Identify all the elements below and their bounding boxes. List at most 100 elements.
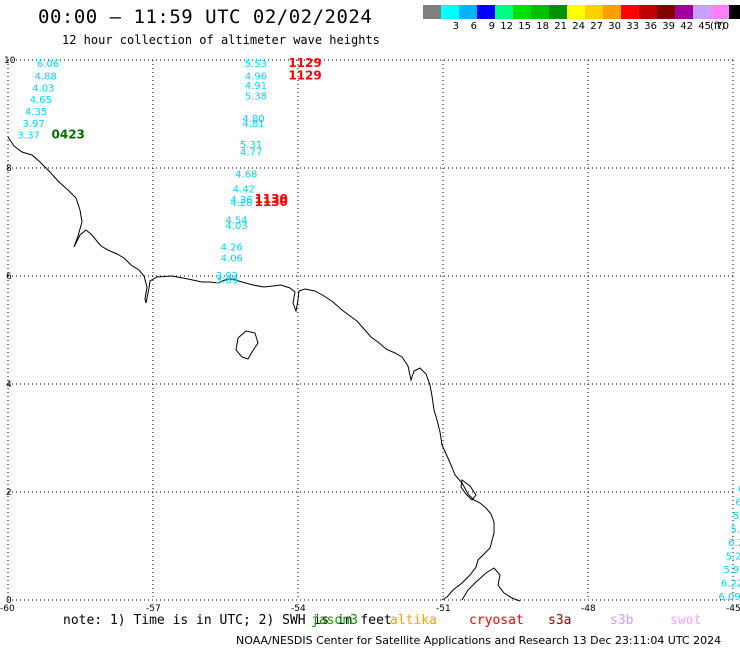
legend-swatch (711, 5, 729, 19)
wave-height-value: 6.4 (738, 484, 740, 495)
legend-label: 24 (572, 21, 585, 32)
wave-height-value: 5.53 (245, 59, 267, 70)
wave-height-value: 4.03 (226, 221, 248, 232)
pass-time-label: 1129 (288, 56, 321, 70)
observations: 6.064.884.034.654.353.973.375.534.964.91… (18, 59, 740, 603)
legend-label: 45 (698, 21, 711, 32)
legend-unit: (ft) (710, 21, 726, 32)
legend-label: 42 (680, 21, 693, 32)
pass-time-label: 1130 (255, 192, 288, 206)
wave-height-value: 5.38 (245, 91, 267, 102)
legend-swatch (549, 5, 567, 19)
satellite-label: s3b (610, 613, 634, 628)
legend-swatch (423, 5, 441, 19)
coastline (7, 136, 521, 602)
pass-time-label: 1130 (255, 195, 288, 209)
lat-tick-label: 8 (6, 164, 12, 174)
legend-label: 33 (626, 21, 639, 32)
color-legend (423, 5, 740, 19)
coastline-island-marajo (461, 567, 521, 602)
legend-swatch (477, 5, 495, 19)
wave-height-value: 4.65 (30, 95, 52, 106)
wave-height-value: 4.96 (245, 71, 267, 82)
satellite-label: jason3 (311, 613, 358, 628)
legend-label: 27 (590, 21, 603, 32)
coastline-lake (235, 330, 259, 360)
legend-swatch (693, 5, 711, 19)
wave-height-value: 4.35 (25, 107, 47, 118)
legend-swatch (567, 5, 585, 19)
coastline-estuary (460, 479, 477, 501)
legend-label: 15 (518, 21, 531, 32)
axis-ticks: -60 -57 -54 -51 -48 -45 0 2 4 6 8 10 (0, 56, 740, 614)
lat-tick-label: 6 (6, 272, 12, 282)
legend-label: 9 (488, 21, 495, 32)
color-legend-labels: 3 6 9 12 15 18 21 24 27 30 33 36 39 42 45 70 (423, 21, 740, 32)
note-text: note: 1) Time is in UTC; 2) SWH is in fe… (63, 613, 392, 628)
legend-swatch (513, 5, 531, 19)
wave-height-value: 3.89 (216, 276, 238, 287)
wave-height-value: 6.09 (719, 592, 740, 603)
wave-height-value: 4.28 (230, 198, 252, 209)
wave-height-value: 5.9 (731, 525, 740, 536)
satellite-label: swot (670, 613, 702, 628)
satellite-label: altika (390, 613, 437, 628)
wave-height-value: 6.2 (728, 538, 740, 549)
wave-height-value: 4.26 (221, 243, 243, 254)
wave-height-value: 4.42 (233, 184, 255, 195)
legend-label: 70 (716, 21, 729, 32)
wave-height-value: 5.31 (240, 140, 262, 151)
pass-time-label: 1129 (288, 68, 321, 82)
lon-tick-label: -48 (581, 604, 596, 614)
lon-tick-label: -51 (436, 604, 451, 614)
legend-swatch (675, 5, 693, 19)
legend-swatch (603, 5, 621, 19)
wave-height-value: 3.97 (23, 119, 45, 130)
wave-height-value: 4.81 (242, 119, 264, 130)
wave-height-value: 6.3 (735, 498, 740, 509)
lon-tick-label: -54 (291, 604, 306, 614)
legend-swatch (639, 5, 657, 19)
satellite-label: cryosat (469, 613, 524, 628)
legend-swatch (531, 5, 549, 19)
satellite-label: s3a (548, 613, 572, 628)
lat-tick-label: 0 (6, 596, 12, 606)
lon-tick-label: -57 (146, 604, 161, 614)
legend-label: 3 (452, 21, 459, 32)
legend-label: 6 (470, 21, 477, 32)
legend-label: 36 (644, 21, 657, 32)
wave-height-value: 4.77 (240, 148, 262, 159)
wave-height-value: 4.54 (226, 216, 248, 227)
wave-height-value: 4.06 (221, 253, 243, 264)
legend-swatch (729, 5, 740, 19)
wave-height-value: 4.03 (32, 83, 54, 94)
chart-subtitle: 12 hour collection of altimeter wave hei… (62, 33, 380, 47)
lon-tick-label: -45 (726, 604, 740, 614)
wave-height-value: 3.37 (18, 130, 40, 141)
legend-swatch (495, 5, 513, 19)
legend-swatch (441, 5, 459, 19)
legend-label: 30 (608, 21, 621, 32)
coastline-path (7, 136, 495, 601)
wave-height-value: 6.22 (721, 579, 740, 590)
lat-tick-label: 10 (4, 56, 16, 66)
lat-tick-label: 4 (6, 380, 12, 390)
legend-swatch (459, 5, 477, 19)
wave-height-value: 4.88 (35, 71, 57, 82)
wave-height-value: 4.80 (242, 114, 264, 125)
wave-height-value: 5.98 (723, 565, 740, 576)
chart-title: 00:00 – 11:59 UTC 02/02/2024 (38, 6, 373, 28)
wave-height-value: 6.06 (37, 59, 59, 70)
wave-height-value: 5.8 (733, 511, 740, 522)
legend-swatch (657, 5, 675, 19)
legend-swatch (621, 5, 639, 19)
wave-height-value: 5.24 (726, 552, 740, 563)
lat-tick-label: 2 (6, 488, 12, 498)
pass-time-label: 0423 (52, 127, 85, 141)
legend-label: 18 (536, 21, 549, 32)
lon-tick-label: -60 (0, 604, 15, 614)
wave-height-value: 4.26 (230, 195, 252, 206)
legend-label: 39 (662, 21, 675, 32)
